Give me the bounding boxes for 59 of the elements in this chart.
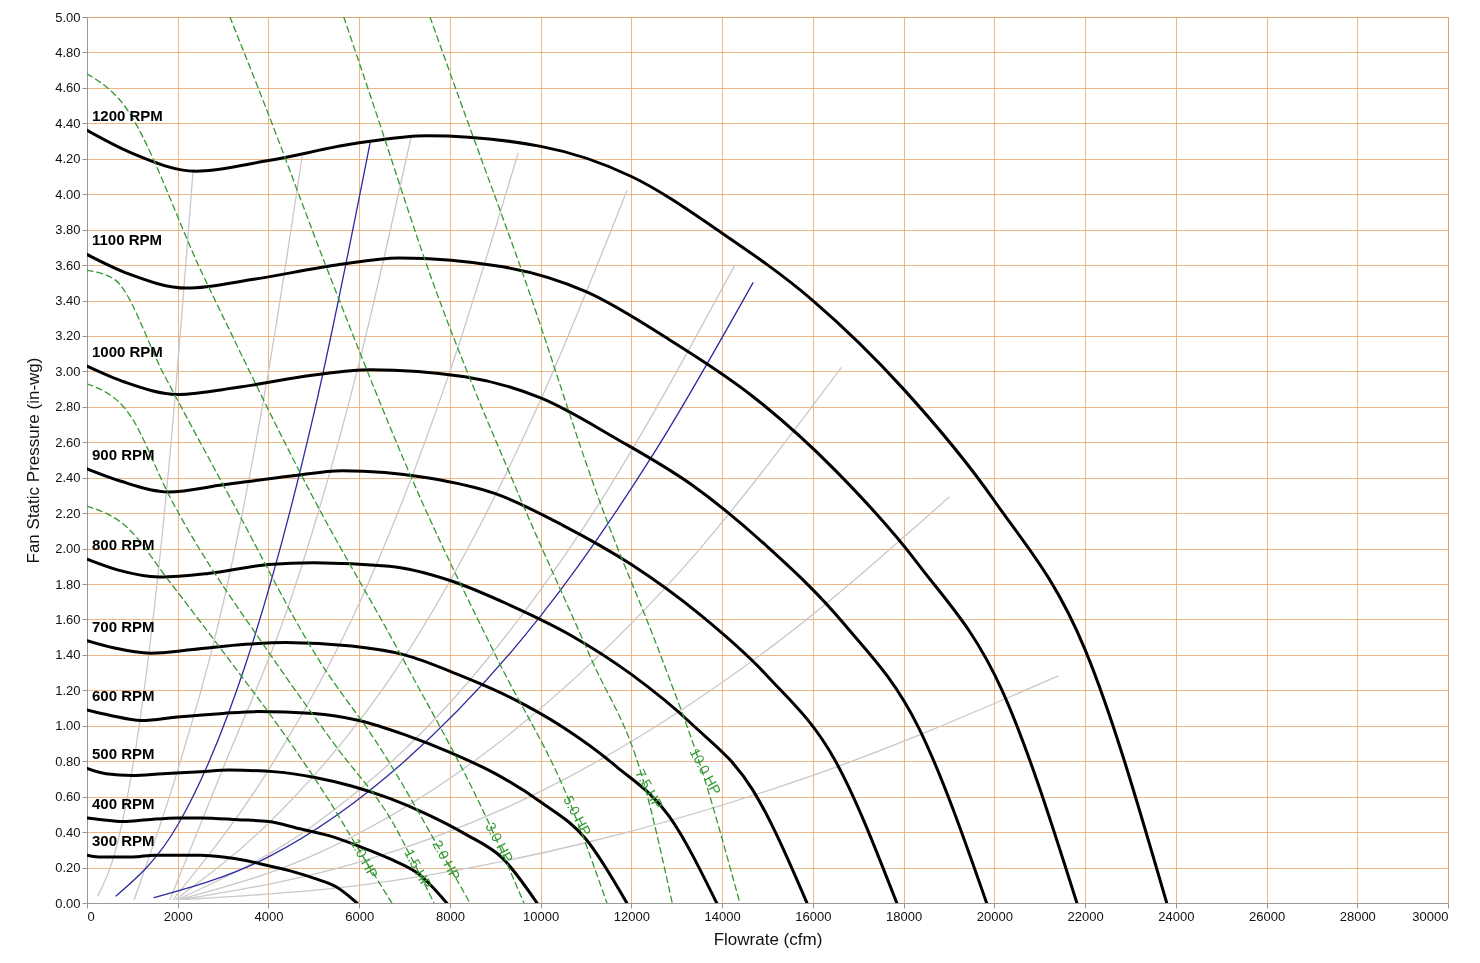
x-tick-label: 30000 [1412,908,1449,924]
text: 3.0 HP [482,819,517,865]
x-tick-label: 2000 [163,908,193,924]
y-tick-label: 0.40 [55,824,81,840]
y-tick-label: 4.20 [55,151,81,167]
series-label: 1100 RPM [92,231,163,249]
x-tick-label: 0 [87,908,95,924]
y-tick-label: 1.80 [55,576,81,592]
x-tick-label: 14000 [704,908,741,924]
series-label: 500 RPM [92,745,155,763]
series-label: 700 RPM [92,617,155,635]
y-tick-label: 4.60 [55,80,81,96]
y-tick-label: 1.60 [55,611,81,627]
text: 5.0 HP [560,793,595,839]
x-tick-label: 20000 [976,908,1013,924]
x-tick-label: 16000 [795,908,832,924]
x-tick-label: 26000 [1248,908,1286,924]
series-label: 600 RPM [92,686,155,704]
y-tick-label: 1.20 [55,682,81,698]
x-axis-title: Flowrate (cfm) [713,929,823,949]
y-tick-label: 0.20 [55,860,81,876]
series-label: 900 RPM [92,445,155,463]
series-label: 400 RPM [92,794,155,812]
text: 7.5 HP [632,766,667,812]
y-tick-label: 3.20 [55,328,81,344]
series-label: 300 RPM [92,832,155,850]
y-axis-title: Fan Static Pressure (in-wg) [24,357,44,564]
series-label: 1200 RPM [92,107,163,125]
y-tick-label: 2.40 [55,470,81,486]
x-tick-label: 12000 [613,908,650,924]
y-tick-label: 2.00 [55,541,81,557]
y-tick-label: 3.00 [55,363,81,379]
y-tick-label: 4.00 [55,186,81,202]
y-tick-label: 3.60 [55,257,81,273]
x-tick-label: 4000 [254,908,284,924]
x-tick-label: 10000 [523,908,560,924]
y-tick-label: 1.40 [55,647,81,663]
x-tick-label: 22000 [1067,908,1104,924]
y-tick-label: 4.40 [55,115,81,131]
series-label: 1000 RPM [92,343,163,361]
x-tick-label: 28000 [1339,908,1376,924]
y-tick-label: 0.80 [55,753,81,769]
x-tick-label: 24000 [1158,908,1195,924]
y-tick-label: 2.80 [55,399,81,415]
x-tick-label: 8000 [435,908,465,924]
y-tick-label: 3.80 [55,222,81,238]
x-tick-label: 18000 [886,908,923,924]
text: 10.0 HP [686,745,725,798]
y-tick-label: 0.60 [55,789,81,805]
y-tick-label: 2.20 [55,505,81,521]
y-tick-label: 5.00 [55,9,81,25]
series-label: 800 RPM [92,536,155,554]
y-tick-label: 0.00 [55,895,81,911]
y-tick-label: 1.00 [55,718,81,734]
x-tick-label: 6000 [345,908,375,924]
text: 1.0 HP [347,835,382,881]
y-tick-label: 2.60 [55,434,81,450]
y-tick-label: 4.80 [55,44,81,60]
y-tick-label: 3.40 [55,293,81,309]
